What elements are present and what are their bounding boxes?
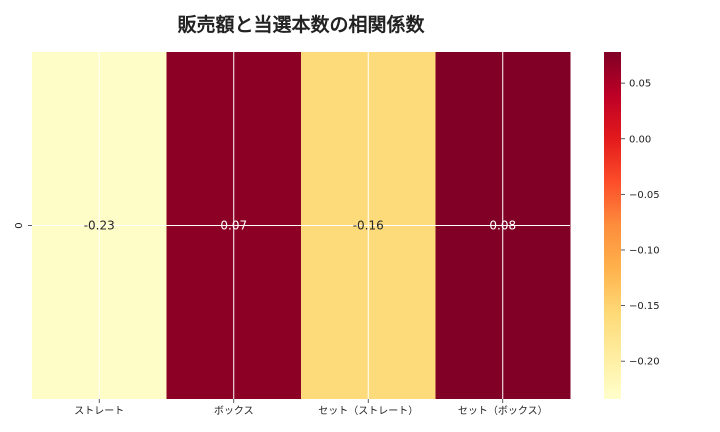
colorbar-tick-label: 0.00 [629, 134, 651, 145]
heatmap-gridlines [32, 52, 570, 399]
cell-value-label: -0.23 [84, 219, 115, 233]
cell-value-label: 0.07 [220, 219, 247, 233]
y-axis-ticks: 0 [14, 222, 32, 229]
colorbar-tick-label: −0.20 [629, 357, 660, 368]
colorbar-gradient [604, 52, 621, 399]
colorbar-tick-label: −0.05 [629, 190, 660, 201]
chart-title: 販売額と当選本数の相関係数 [177, 13, 425, 36]
colorbar-tick-label: −0.10 [629, 245, 660, 256]
x-tick-label: セット（ボックス） [458, 405, 548, 417]
x-tick-label: セット（ストレート） [318, 405, 418, 417]
y-tick-label: 0 [14, 222, 25, 228]
cell-value-label: 0.08 [489, 219, 516, 233]
x-tick-label: ボックス [214, 405, 254, 417]
x-tick-label: ストレート [74, 406, 124, 417]
colorbar-tick-label: −0.15 [629, 301, 660, 312]
colorbar-tick-label: 0.05 [629, 79, 651, 90]
cell-value-label: -0.16 [353, 219, 384, 233]
colorbar: 0.05 0.00 −0.05 −0.10 −0.15 −0.20 [604, 52, 660, 399]
x-axis-ticks: ストレート ボックス セット（ストレート） セット（ボックス） [74, 399, 548, 417]
heatmap-cell-labels: -0.23 0.07 -0.16 0.08 [84, 219, 516, 233]
